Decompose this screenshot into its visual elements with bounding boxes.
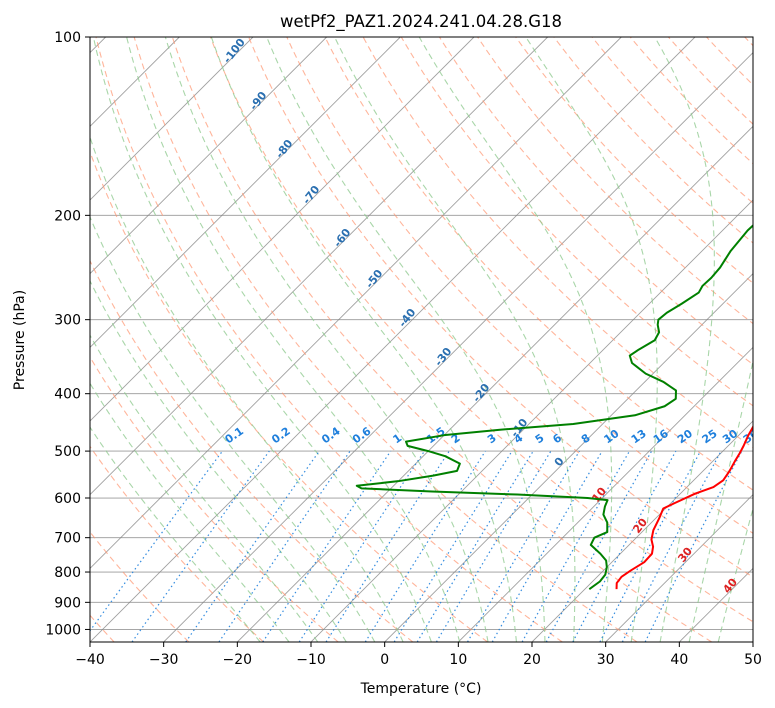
dry-adiabat-0: [90, 259, 414, 642]
sounding-series: [355, 224, 753, 590]
y-tick-label: 1000: [45, 622, 81, 638]
moist-adiabat-8: [126, 37, 461, 642]
mixing-ratio-line-8: [393, 450, 513, 642]
y-tick-label: 600: [54, 491, 81, 507]
moist-adiabat--16: [90, 382, 290, 642]
x-tick-label: 50: [744, 652, 762, 668]
dry-adiabat-50: [209, 37, 753, 623]
x-tick-label: −10: [296, 652, 326, 668]
moist-adiabat-44: [717, 506, 753, 642]
x-axis-label: Temperature (°C): [360, 681, 482, 697]
x-tick-label: −30: [149, 652, 179, 668]
isotherm--40: [90, 37, 696, 642]
dry-adiabat-30: [133, 37, 638, 642]
temperature-line: [615, 424, 753, 590]
y-axis-label: Pressure (hPa): [12, 290, 28, 390]
mixing-ratio-line-13: [521, 450, 631, 642]
mixing-ratio-line-12: [491, 450, 603, 642]
moist-adiabat-20: [266, 37, 546, 642]
dry-adiabat-80: [324, 37, 753, 491]
mixing-ratio-line-7: [364, 450, 486, 642]
isotherm-30: [605, 494, 753, 642]
dry-adiabat-60: [248, 37, 753, 578]
moist-adiabat-32: [525, 37, 658, 642]
chart-title: wetPf2_PAZ1.2024.241.04.28.G18: [280, 12, 562, 32]
dry-adiabat-40: [171, 37, 713, 642]
mixing-ratio-line-6: [325, 450, 450, 642]
isotherm--80: [90, 37, 401, 348]
moist-adiabats: [90, 37, 753, 642]
mixing-ratio-line-2: [185, 450, 320, 642]
y-tick-label: 300: [54, 313, 81, 329]
isotherm-0: [384, 273, 753, 642]
mixing-ratio-line-11: [466, 450, 580, 642]
moist-adiabat-12: [164, 37, 489, 642]
x-tick-label: 20: [523, 652, 541, 668]
isotherm-10: [458, 346, 753, 642]
dry-adiabat-150: [591, 37, 753, 204]
x-tick-label: −40: [75, 652, 105, 668]
dry-adiabats: [90, 37, 753, 642]
y-tick-label: 400: [54, 387, 81, 403]
dry-adiabat-20: [95, 37, 563, 642]
isotherm--70: [90, 37, 475, 422]
x-axis: −40 −30 −20 −10 0 10 20 30 40 50: [75, 642, 762, 668]
y-tick-label: 700: [54, 531, 81, 547]
dry-adiabat-130: [515, 37, 753, 284]
moist-adiabat-16: [210, 37, 518, 642]
plot-area: 0.1 0.2 0.4 0.6 1 1.5 2 3 4 5 6 8 10 13 16 20 25 30 36-100…: [90, 37, 753, 642]
dry-adiabat-90: [362, 37, 753, 449]
moist-adiabat-36: [654, 37, 715, 642]
y-tick-label: 200: [54, 208, 81, 224]
x-tick-label: −20: [223, 652, 253, 668]
dry-adiabat-100: [400, 37, 753, 407]
y-tick-label: 800: [54, 565, 81, 581]
y-axis: 100 200 300 400 500 600 700 800 900 1000: [45, 30, 90, 638]
isotherm--50: [90, 37, 622, 569]
mixing-ratio-line-1: [131, 450, 270, 642]
x-tick-label: 10: [449, 652, 467, 668]
moist-adiabat-40: [688, 358, 753, 642]
y-tick-label: 500: [54, 444, 81, 460]
mixing-ratio-line-15: [572, 450, 677, 642]
isotherm--60: [90, 37, 548, 496]
mixing-ratio-line-9: [416, 450, 534, 642]
moist-adiabat-28: [418, 37, 613, 642]
mixing-ratio-line-0: [90, 450, 223, 632]
x-tick-label: 0: [380, 652, 389, 668]
dry-adiabat-160: [629, 37, 753, 165]
x-tick-label: 30: [597, 652, 615, 668]
moist-adiabat--4: [90, 215, 376, 642]
moist-adiabat-0: [90, 135, 404, 642]
y-tick-label: 900: [54, 595, 81, 611]
mixing-ratio-lines: [90, 450, 743, 642]
mixing-ratio-line-5: [298, 450, 425, 642]
isotherm-20: [531, 420, 753, 642]
moist-adiabat--12: [90, 334, 319, 642]
isotherm--30: [163, 52, 753, 642]
mixing-ratio-line-14: [545, 450, 653, 642]
isotherm--20: [237, 125, 753, 642]
isotherm--100: [90, 37, 254, 201]
moist-adiabat-24: [334, 37, 576, 642]
moist-adiabat--20: [90, 426, 261, 642]
mixing-ratio-line-10: [435, 450, 552, 642]
x-tick-label: 40: [670, 652, 688, 668]
isotherm--90: [90, 37, 327, 275]
dry-adiabat--20: [90, 445, 264, 642]
gridlines: [90, 37, 753, 642]
plot-frame: [89, 36, 754, 643]
y-tick-label: 100: [54, 30, 81, 46]
dry-adiabat-120: [477, 37, 753, 325]
moist-adiabat-4: [92, 37, 432, 642]
